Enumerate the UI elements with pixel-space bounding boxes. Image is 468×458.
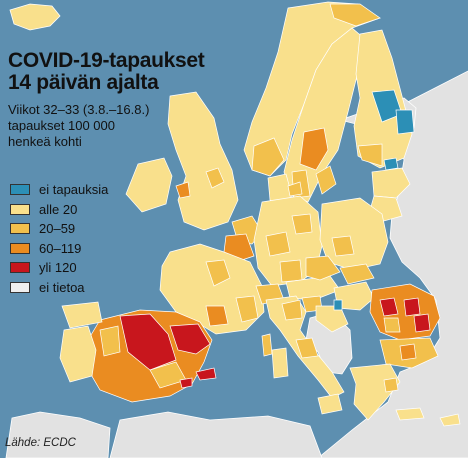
legend-label: yli 120: [39, 260, 77, 276]
legend-swatch: [10, 242, 30, 254]
legend-label: 20–59: [39, 221, 76, 237]
norway: [243, 1, 381, 177]
legend: ei tapauksia alle 20 20–59 60–119 yli 12…: [10, 180, 108, 297]
iberia: [59, 301, 217, 403]
iceland: [9, 3, 61, 31]
subtitle-line-2: tapaukset 100 000: [8, 118, 115, 133]
subtitle-line-1: Viikot 32–33 (3.8.–16.8.): [8, 102, 150, 117]
map-subtitle: Viikot 32–33 (3.8.–16.8.) tapaukset 100 …: [8, 102, 248, 150]
legend-swatch: [10, 203, 30, 215]
map-title-line-1: COVID-19-tapaukset: [8, 49, 205, 72]
legend-item-over-120: yli 120: [10, 258, 108, 278]
map-title-line-2: 14 päivän ajalta: [8, 71, 159, 94]
legend-item-60-119: 60–119: [10, 239, 108, 259]
legend-item-no-data: ei tietoa: [10, 278, 108, 298]
title-block: COVID-19-tapaukset 14 päivän ajalta Viik…: [8, 50, 248, 150]
finland: [353, 29, 415, 169]
legend-item-no-cases: ei tapauksia: [10, 180, 108, 200]
subtitle-line-3: henkeä kohti: [8, 134, 82, 149]
source-credit: Lähde: ECDC: [5, 437, 76, 449]
legend-label: ei tapauksia: [39, 182, 109, 198]
legend-swatch: [10, 262, 30, 274]
legend-item-20-59: 20–59: [10, 219, 108, 239]
sweden: [283, 27, 367, 203]
legend-swatch: [10, 184, 30, 196]
legend-label: alle 20: [39, 201, 78, 217]
legend-swatch: [10, 281, 30, 293]
legend-label: 60–119: [39, 240, 82, 256]
legend-swatch: [10, 223, 30, 235]
legend-item-under-20: alle 20: [10, 200, 108, 220]
legend-label: ei tietoa: [39, 279, 85, 295]
british-isles: [125, 91, 239, 231]
continental-regions: [159, 195, 461, 427]
